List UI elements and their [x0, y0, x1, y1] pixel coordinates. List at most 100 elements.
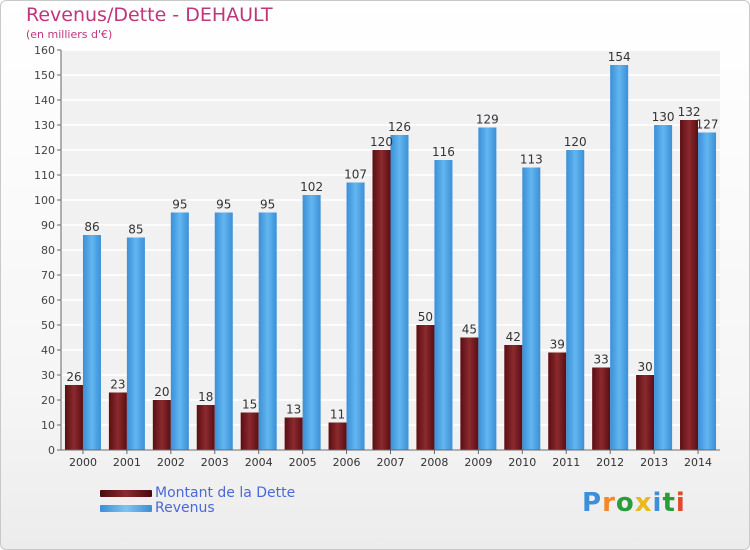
data-label-revenus: 130 [652, 110, 675, 124]
bar-dette [504, 345, 523, 450]
x-tick-label: 2003 [201, 456, 229, 469]
bar-dette [328, 422, 347, 450]
data-label-dette: 11 [330, 408, 345, 422]
y-tick-label: 140 [34, 94, 55, 107]
bar-revenus [258, 212, 277, 450]
bar-dette [416, 325, 435, 450]
data-label-revenus: 95 [172, 198, 187, 212]
bar-dette [592, 367, 611, 450]
chart-subtitle: (en milliers d'€) [26, 28, 113, 41]
y-tick-label: 30 [41, 369, 55, 382]
logo-letter: o [615, 488, 635, 518]
x-tick-label: 2002 [157, 456, 185, 469]
data-label-revenus: 129 [476, 113, 499, 127]
bar-dette [284, 417, 303, 450]
x-tick-label: 2009 [464, 456, 492, 469]
bar-revenus [126, 237, 145, 450]
y-tick-label: 120 [34, 144, 55, 157]
x-tick-label: 2000 [69, 456, 97, 469]
logo-letter: t [662, 488, 676, 518]
y-tick-label: 70 [41, 269, 55, 282]
logo-letter: P [582, 488, 603, 518]
data-label-dette: 42 [506, 330, 521, 344]
x-tick-label: 2011 [552, 456, 580, 469]
chart-title: Revenus/Dette - DEHAULT [26, 4, 273, 26]
data-label-dette: 30 [637, 360, 652, 374]
bar-revenus [478, 127, 497, 450]
bar-dette [372, 150, 391, 450]
data-label-dette: 26 [66, 370, 81, 384]
data-label-dette: 13 [286, 403, 301, 417]
logo-letter: i [652, 488, 663, 518]
bar-revenus [170, 212, 189, 450]
data-label-revenus: 95 [260, 198, 275, 212]
bar-revenus [214, 212, 233, 450]
bar-dette [64, 385, 83, 450]
data-label-dette: 23 [110, 378, 125, 392]
y-tick-label: 90 [41, 219, 55, 232]
y-tick-label: 40 [41, 344, 55, 357]
data-label-dette: 20 [154, 385, 169, 399]
data-label-dette: 33 [594, 353, 609, 367]
bar-revenus [610, 65, 629, 450]
y-tick-label: 50 [41, 319, 55, 332]
bar-dette [152, 400, 171, 450]
data-label-revenus: 102 [300, 180, 323, 194]
proxiti-logo: Proxiti [582, 488, 686, 518]
x-tick-label: 2013 [640, 456, 668, 469]
data-label-dette: 120 [370, 135, 393, 149]
data-label-revenus: 126 [388, 120, 411, 134]
logo-letter: r [602, 488, 616, 518]
bar-dette [548, 352, 567, 450]
bar-revenus [390, 135, 409, 450]
bar-dette [680, 120, 699, 450]
y-tick-label: 150 [34, 69, 55, 82]
data-label-revenus: 116 [432, 145, 455, 159]
data-label-revenus: 120 [564, 135, 587, 149]
x-tick-label: 2008 [420, 456, 448, 469]
bar-dette [108, 392, 127, 450]
bar-revenus [522, 167, 541, 450]
y-tick-label: 110 [34, 169, 55, 182]
x-tick-label: 2004 [245, 456, 273, 469]
x-tick-label: 2012 [596, 456, 624, 469]
bar-revenus [302, 195, 321, 450]
x-tick-label: 2005 [289, 456, 317, 469]
y-tick-label: 60 [41, 294, 55, 307]
data-label-revenus: 86 [84, 220, 99, 234]
x-tick-label: 2001 [113, 456, 141, 469]
bar-revenus [434, 160, 453, 450]
legend-swatch-dette [100, 490, 152, 497]
y-tick-label: 0 [48, 444, 55, 457]
data-label-dette: 45 [462, 323, 477, 337]
data-label-revenus: 85 [128, 223, 143, 237]
legend-label-dette: Montant de la Dette [155, 485, 296, 501]
y-tick-label: 10 [41, 419, 55, 432]
y-tick-label: 130 [34, 119, 55, 132]
data-label-revenus: 113 [520, 153, 543, 167]
data-label-dette: 132 [678, 105, 701, 119]
x-tick-label: 2014 [684, 456, 712, 469]
data-label-revenus: 107 [344, 168, 367, 182]
bar-revenus [346, 182, 365, 450]
legend-swatch-revenus [100, 505, 152, 512]
data-label-dette: 18 [198, 390, 213, 404]
data-label-dette: 39 [550, 338, 565, 352]
bar-dette [240, 412, 259, 450]
legend-label-revenus: Revenus [155, 500, 215, 516]
data-label-dette: 15 [242, 398, 257, 412]
y-tick-label: 20 [41, 394, 55, 407]
y-tick-label: 80 [41, 244, 55, 257]
logo-letter: x [634, 488, 653, 518]
data-label-dette: 50 [418, 310, 433, 324]
bar-revenus [654, 125, 673, 450]
bar-revenus [566, 150, 585, 450]
bar-dette [196, 405, 215, 450]
y-tick-label: 160 [34, 44, 55, 57]
bar-dette [636, 375, 655, 450]
x-tick-label: 2006 [333, 456, 361, 469]
bar-revenus [698, 132, 717, 450]
x-tick-label: 2010 [508, 456, 536, 469]
data-label-revenus: 127 [696, 118, 719, 132]
